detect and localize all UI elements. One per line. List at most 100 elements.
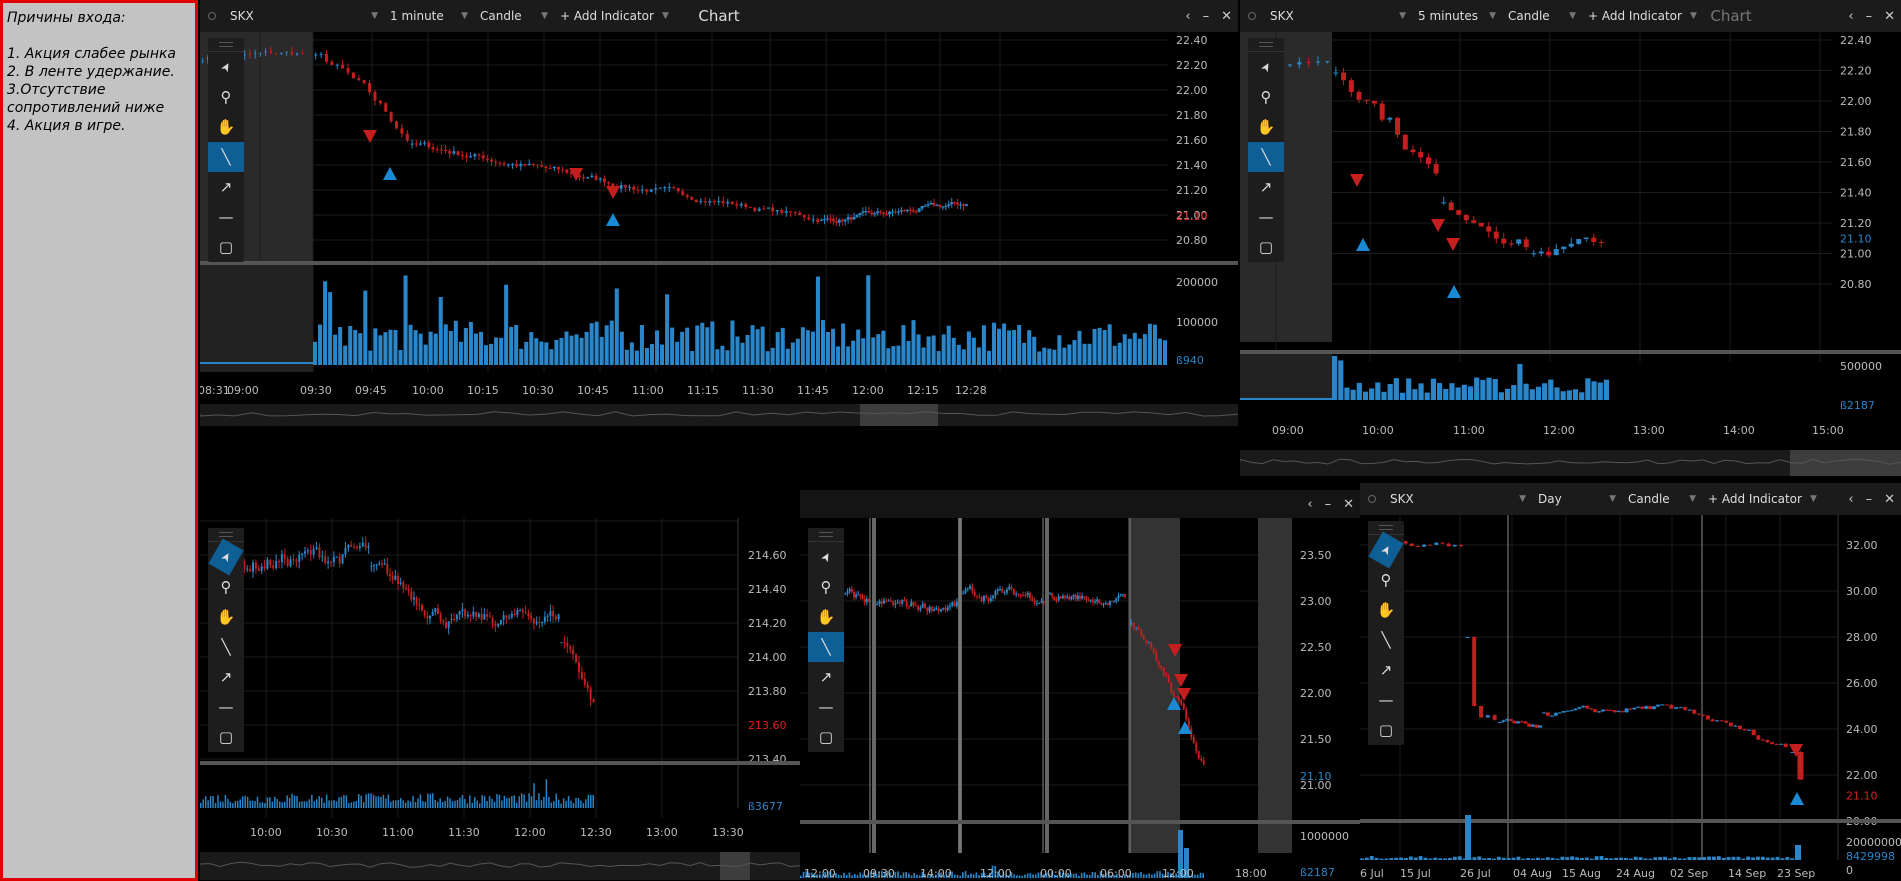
- close-icon[interactable]: ✕: [1884, 8, 1895, 24]
- chevron-left-icon[interactable]: ‹: [1848, 491, 1854, 507]
- candle: [312, 548, 315, 555]
- line-icon[interactable]: ╲: [221, 638, 231, 656]
- line-icon[interactable]: ╲: [808, 632, 844, 662]
- minimize-icon[interactable]: –: [1324, 496, 1332, 512]
- interval-select[interactable]: 1 minute ▼: [384, 0, 474, 32]
- rectangle-icon[interactable]: ▢: [818, 728, 834, 746]
- interval-select[interactable]: 5 minutes ▼: [1412, 0, 1502, 32]
- chart-canvas[interactable]: 22.40 22.20 22.00 21.80 21.60 21.40 21.20 21.10…: [1240, 32, 1901, 480]
- candle: [572, 649, 575, 655]
- hand-icon[interactable]: ✋: [816, 608, 836, 626]
- chart-panel-index[interactable]: 214.60 214.40 214.20 214.00 213.80 213.60 213.…: [200, 518, 800, 881]
- hand-icon[interactable]: ✋: [1256, 118, 1276, 136]
- magnifier-icon[interactable]: ⚲: [220, 578, 232, 596]
- arrow-icon[interactable]: ↗: [219, 178, 233, 196]
- chart-panel-multiday[interactable]: ‹ – ✕ 23.50 23.00 22.50 22.00 21.50 21.10 21.00 1…: [800, 490, 1360, 881]
- cursor-icon[interactable]: ➤: [1257, 59, 1275, 75]
- cursor-icon[interactable]: ➤: [217, 59, 235, 75]
- volume-bar: [229, 801, 232, 808]
- symbol-select[interactable]: SKX ▼: [224, 0, 384, 32]
- chevron-left-icon[interactable]: ‹: [1307, 496, 1313, 512]
- symbol-select[interactable]: SKX ▼: [1384, 483, 1532, 515]
- horizontal-line-icon[interactable]: —: [218, 698, 234, 716]
- arrow-icon[interactable]: ↗: [1379, 661, 1393, 679]
- volume-bar: [458, 341, 463, 365]
- candle: [506, 164, 510, 166]
- close-icon[interactable]: ✕: [1221, 8, 1232, 24]
- link-icon[interactable]: [1248, 12, 1256, 20]
- cursor-icon[interactable]: ➤: [817, 549, 835, 565]
- horizontal-line-icon[interactable]: —: [818, 698, 834, 716]
- volume-bar: [910, 875, 913, 878]
- toolbar-handle[interactable]: [208, 38, 244, 52]
- add-indicator-button[interactable]: + Add Indicator ▼: [554, 0, 669, 32]
- add-indicator-button[interactable]: + Add Indicator ▼: [1582, 0, 1697, 32]
- cursor-icon[interactable]: ➤: [1368, 531, 1404, 569]
- minimize-icon[interactable]: –: [1865, 8, 1873, 24]
- volume-bar: [474, 797, 476, 808]
- axis-tick-label: 21.40: [1840, 187, 1872, 200]
- chevron-left-icon[interactable]: ‹: [1185, 8, 1191, 24]
- horizontal-line-icon[interactable]: —: [1258, 208, 1274, 226]
- volume-bar: [1603, 379, 1609, 400]
- rectangle-icon[interactable]: ▢: [1258, 238, 1274, 256]
- minimize-icon[interactable]: –: [1865, 491, 1873, 507]
- minimize-icon[interactable]: –: [1202, 8, 1210, 24]
- magnifier-icon[interactable]: ⚲: [820, 578, 832, 596]
- chart-panel-day[interactable]: SKX ▼ Day ▼ Candle ▼ + Add Indicator ▼ ‹ – ✕ 3…: [1360, 483, 1901, 881]
- candle: [1505, 719, 1510, 721]
- candle: [327, 561, 330, 564]
- arrow-icon[interactable]: ↗: [819, 668, 833, 686]
- close-icon[interactable]: ✕: [1343, 496, 1354, 512]
- candle: [1093, 601, 1096, 603]
- volume-bar: [1032, 336, 1037, 365]
- chart-type-select[interactable]: Candle ▼: [474, 0, 554, 32]
- candle: [1111, 600, 1114, 603]
- candle: [402, 582, 405, 588]
- hand-icon[interactable]: ✋: [216, 118, 236, 136]
- interval-select[interactable]: Day ▼: [1532, 483, 1622, 515]
- candle: [566, 642, 569, 647]
- candle: [1428, 544, 1433, 546]
- magnifier-icon[interactable]: ⚲: [1260, 88, 1272, 106]
- chart-panel-5min[interactable]: SKX ▼ 5 minutes ▼ Candle ▼ + Add Indicator ▼…: [1240, 0, 1901, 480]
- symbol-select[interactable]: SKX ▼: [1264, 0, 1412, 32]
- chart-canvas[interactable]: 214.60214.40214.20214.00213.80213.60213.…: [200, 518, 800, 881]
- link-icon[interactable]: [208, 12, 216, 20]
- rectangle-icon[interactable]: ▢: [218, 728, 234, 746]
- chevron-left-icon[interactable]: ‹: [1848, 8, 1854, 24]
- horizontal-line-icon[interactable]: —: [1378, 691, 1394, 709]
- volume-bar: [875, 874, 878, 878]
- chart-type-select[interactable]: Candle ▼: [1502, 0, 1582, 32]
- toolbar-handle[interactable]: [808, 528, 844, 542]
- candle: [1297, 62, 1302, 65]
- candle: [1059, 596, 1062, 599]
- chart-canvas[interactable]: 22.40 22.20 22.00 21.80 21.60 21.40 21.20 21.00…: [200, 32, 1238, 486]
- magnifier-icon[interactable]: ⚲: [220, 88, 232, 106]
- magnifier-icon[interactable]: ⚲: [1380, 571, 1392, 589]
- close-icon[interactable]: ✕: [1884, 491, 1895, 507]
- toolbar-handle[interactable]: [1248, 38, 1284, 52]
- cursor-icon[interactable]: ➤: [208, 538, 244, 576]
- hand-icon[interactable]: ✋: [216, 608, 236, 626]
- rectangle-icon[interactable]: ▢: [1378, 721, 1394, 739]
- horizontal-line-icon[interactable]: —: [218, 208, 234, 226]
- rectangle-icon[interactable]: ▢: [218, 238, 234, 256]
- chart-type-select[interactable]: Candle ▼: [1622, 483, 1702, 515]
- candle: [1200, 758, 1203, 761]
- line-icon[interactable]: ╲: [208, 142, 244, 172]
- line-icon[interactable]: ╲: [1248, 142, 1284, 172]
- candle: [1147, 642, 1150, 644]
- chart-panel-1min[interactable]: SKX ▼ 1 minute ▼ Candle ▼ + Add Indicator ▼ …: [200, 0, 1238, 486]
- hand-icon[interactable]: ✋: [1376, 601, 1396, 619]
- link-icon[interactable]: [1368, 495, 1376, 503]
- line-icon[interactable]: ╲: [1381, 631, 1391, 649]
- arrow-icon[interactable]: ↗: [1259, 178, 1273, 196]
- arrow-icon[interactable]: ↗: [219, 668, 233, 686]
- candle: [896, 211, 900, 213]
- add-indicator-button[interactable]: + Add Indicator ▼: [1702, 483, 1817, 515]
- chart-canvas[interactable]: 32.0030.0028.0026.0024.0022.0021.1020.00…: [1360, 515, 1901, 881]
- volume-bar: [429, 794, 432, 808]
- volume-bar: [234, 801, 237, 808]
